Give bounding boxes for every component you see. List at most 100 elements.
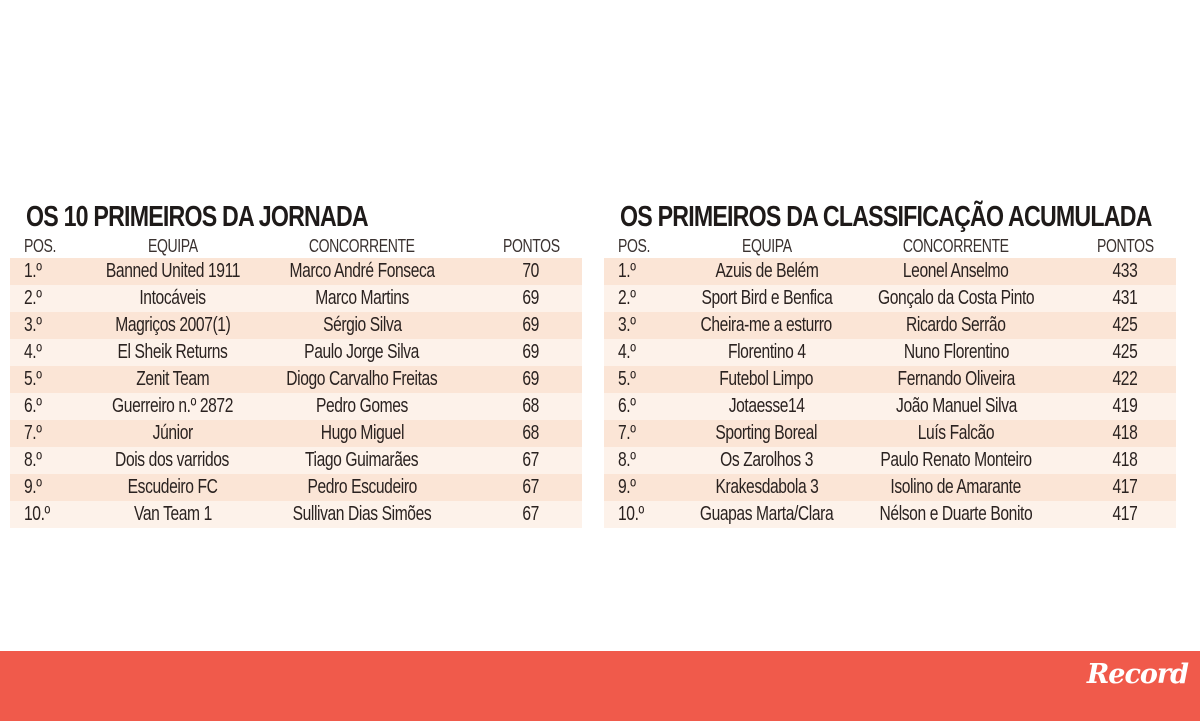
table-row: 4.º El Sheik Returns Paulo Jorge Silva 69 [10,339,582,366]
table-row: 5.º Zenit Team Diogo Carvalho Freitas 69 [10,366,582,393]
cell-text: 2.º [24,287,42,309]
cell-equipa: Futebol Limpo [674,366,859,393]
cell-text: Júnior [152,422,193,444]
cell-text: 67 [522,503,540,525]
cell-text: 431 [1112,287,1138,309]
table-row: 10.º Guapas Marta/Clara Nélson e Duarte Bo… [604,501,1176,528]
cell-equipa: Guerreiro n.º 2872 [80,393,265,420]
cell-text: Tiago Guimarães [305,449,419,471]
cell-text: 68 [522,395,540,417]
cell-text: Magriços 2007(1) [114,314,231,336]
cell-pos: 5.º [24,366,74,393]
table-row: 2.º Intocáveis Marco Martins 69 [10,285,582,312]
cell-equipa: Cheira-me a esturro [674,312,859,339]
cell-concorrente: João Manuel Silva [866,393,1046,420]
table-row: 2.º Sport Bird e Benfica Gonçalo da Costa … [604,285,1176,312]
cell-text: 5.º [24,368,42,390]
cell-text: 1.º [618,260,636,282]
cell-pos: 3.º [618,312,668,339]
cell-concorrente: Sullivan Dias Simões [272,501,452,528]
cell-text: 425 [1112,341,1138,363]
table-row: 8.º Dois dos varridos Tiago Guimarães 67 [10,447,582,474]
cell-equipa: Guapas Marta/Clara [674,501,859,528]
table-row: 9.º Krakesdabola 3 Isolino de Amarante 417 [604,474,1176,501]
cell-pos: 1.º [24,258,74,285]
cell-text: Krakesdabola 3 [715,476,818,498]
cell-concorrente: Luís Falcão [866,420,1046,447]
cell-pontos: 418 [1084,420,1166,447]
cell-equipa: Magriços 2007(1) [80,312,265,339]
footer-bar: Record [0,651,1200,721]
cell-pos: 6.º [24,393,74,420]
cell-concorrente: Marco André Fonseca [272,258,452,285]
cell-pos: 5.º [618,366,668,393]
cell-pos: 7.º [24,420,74,447]
cell-text: Paulo Renato Monteiro [880,449,1032,471]
cell-text: Diogo Carvalho Freitas [286,368,438,390]
cell-concorrente: Diogo Carvalho Freitas [272,366,452,393]
header-label: CONCORRENTE [309,235,415,256]
cell-text: Banned United 1911 [105,260,240,282]
cell-concorrente: Nuno Florentino [866,339,1046,366]
cell-text: 433 [1112,260,1138,282]
cell-text: Nuno Florentino [903,341,1009,363]
header-pos: POS. [618,234,668,258]
cell-text: Florentino 4 [727,341,806,363]
table-row: 10.º Van Team 1 Sullivan Dias Simões 67 [10,501,582,528]
cell-text: 70 [522,260,540,282]
header-label: POS. [24,235,56,256]
cell-pontos: 418 [1084,447,1166,474]
cell-equipa: Sporting Boreal [674,420,859,447]
cell-text: Isolino de Amarante [890,476,1022,498]
cell-equipa: Azuis de Belém [674,258,859,285]
cell-equipa: El Sheik Returns [80,339,265,366]
cell-text: Sérgio Silva [322,314,402,336]
cell-text: 10.º [618,503,644,525]
table-title: OS PRIMEIROS DA CLASSIFICAÇÃO ACUMULADA [620,201,1152,233]
cell-text: 9.º [24,476,42,498]
cell-text: Sullivan Dias Simões [292,503,432,525]
header-concorrente: CONCORRENTE [866,234,1046,258]
cell-concorrente: Leonel Anselmo [866,258,1046,285]
cell-pontos: 68 [490,393,572,420]
cell-equipa: Jotaesse14 [674,393,859,420]
cell-pos: 9.º [618,474,668,501]
cell-text: 418 [1112,449,1138,471]
cell-equipa: Zenit Team [80,366,265,393]
header-pontos: PONTOS [1084,234,1166,258]
table-row: 8.º Os Zarolhos 3 Paulo Renato Monteiro 418 [604,447,1176,474]
cell-concorrente: Pedro Escudeiro [272,474,452,501]
cell-text: 3.º [24,314,42,336]
cell-concorrente: Hugo Miguel [272,420,452,447]
cell-text: El Sheik Returns [117,341,228,363]
cell-pontos: 69 [490,312,572,339]
table-row: 4.º Florentino 4 Nuno Florentino 425 [604,339,1176,366]
cell-text: 10.º [24,503,50,525]
header-label: CONCORRENTE [903,235,1009,256]
cell-text: 418 [1112,422,1138,444]
cell-pos: 8.º [618,447,668,474]
cell-pos: 6.º [618,393,668,420]
cell-text: 68 [522,422,540,444]
cell-text: 9.º [618,476,636,498]
cell-text: Guapas Marta/Clara [699,503,834,525]
cell-pos: 1.º [618,258,668,285]
table-row: 6.º Guerreiro n.º 2872 Pedro Gomes 68 [10,393,582,420]
cell-text: 7.º [618,422,636,444]
cell-concorrente: Marco Martins [272,285,452,312]
cell-pos: 4.º [618,339,668,366]
cell-text: 6.º [618,395,636,417]
cell-pontos: 70 [490,258,572,285]
cell-equipa: Krakesdabola 3 [674,474,859,501]
cell-pontos: 419 [1084,393,1166,420]
cell-pos: 4.º [24,339,74,366]
header-label: POS. [618,235,650,256]
cell-text: Cheira-me a esturro [700,314,833,336]
cell-concorrente: Paulo Jorge Silva [272,339,452,366]
cell-pontos: 425 [1084,339,1166,366]
cell-pos: 9.º [24,474,74,501]
cell-equipa: Florentino 4 [674,339,859,366]
header-label: EQUIPA [741,235,792,256]
header-pontos: PONTOS [490,234,572,258]
cell-equipa: Escudeiro FC [80,474,265,501]
